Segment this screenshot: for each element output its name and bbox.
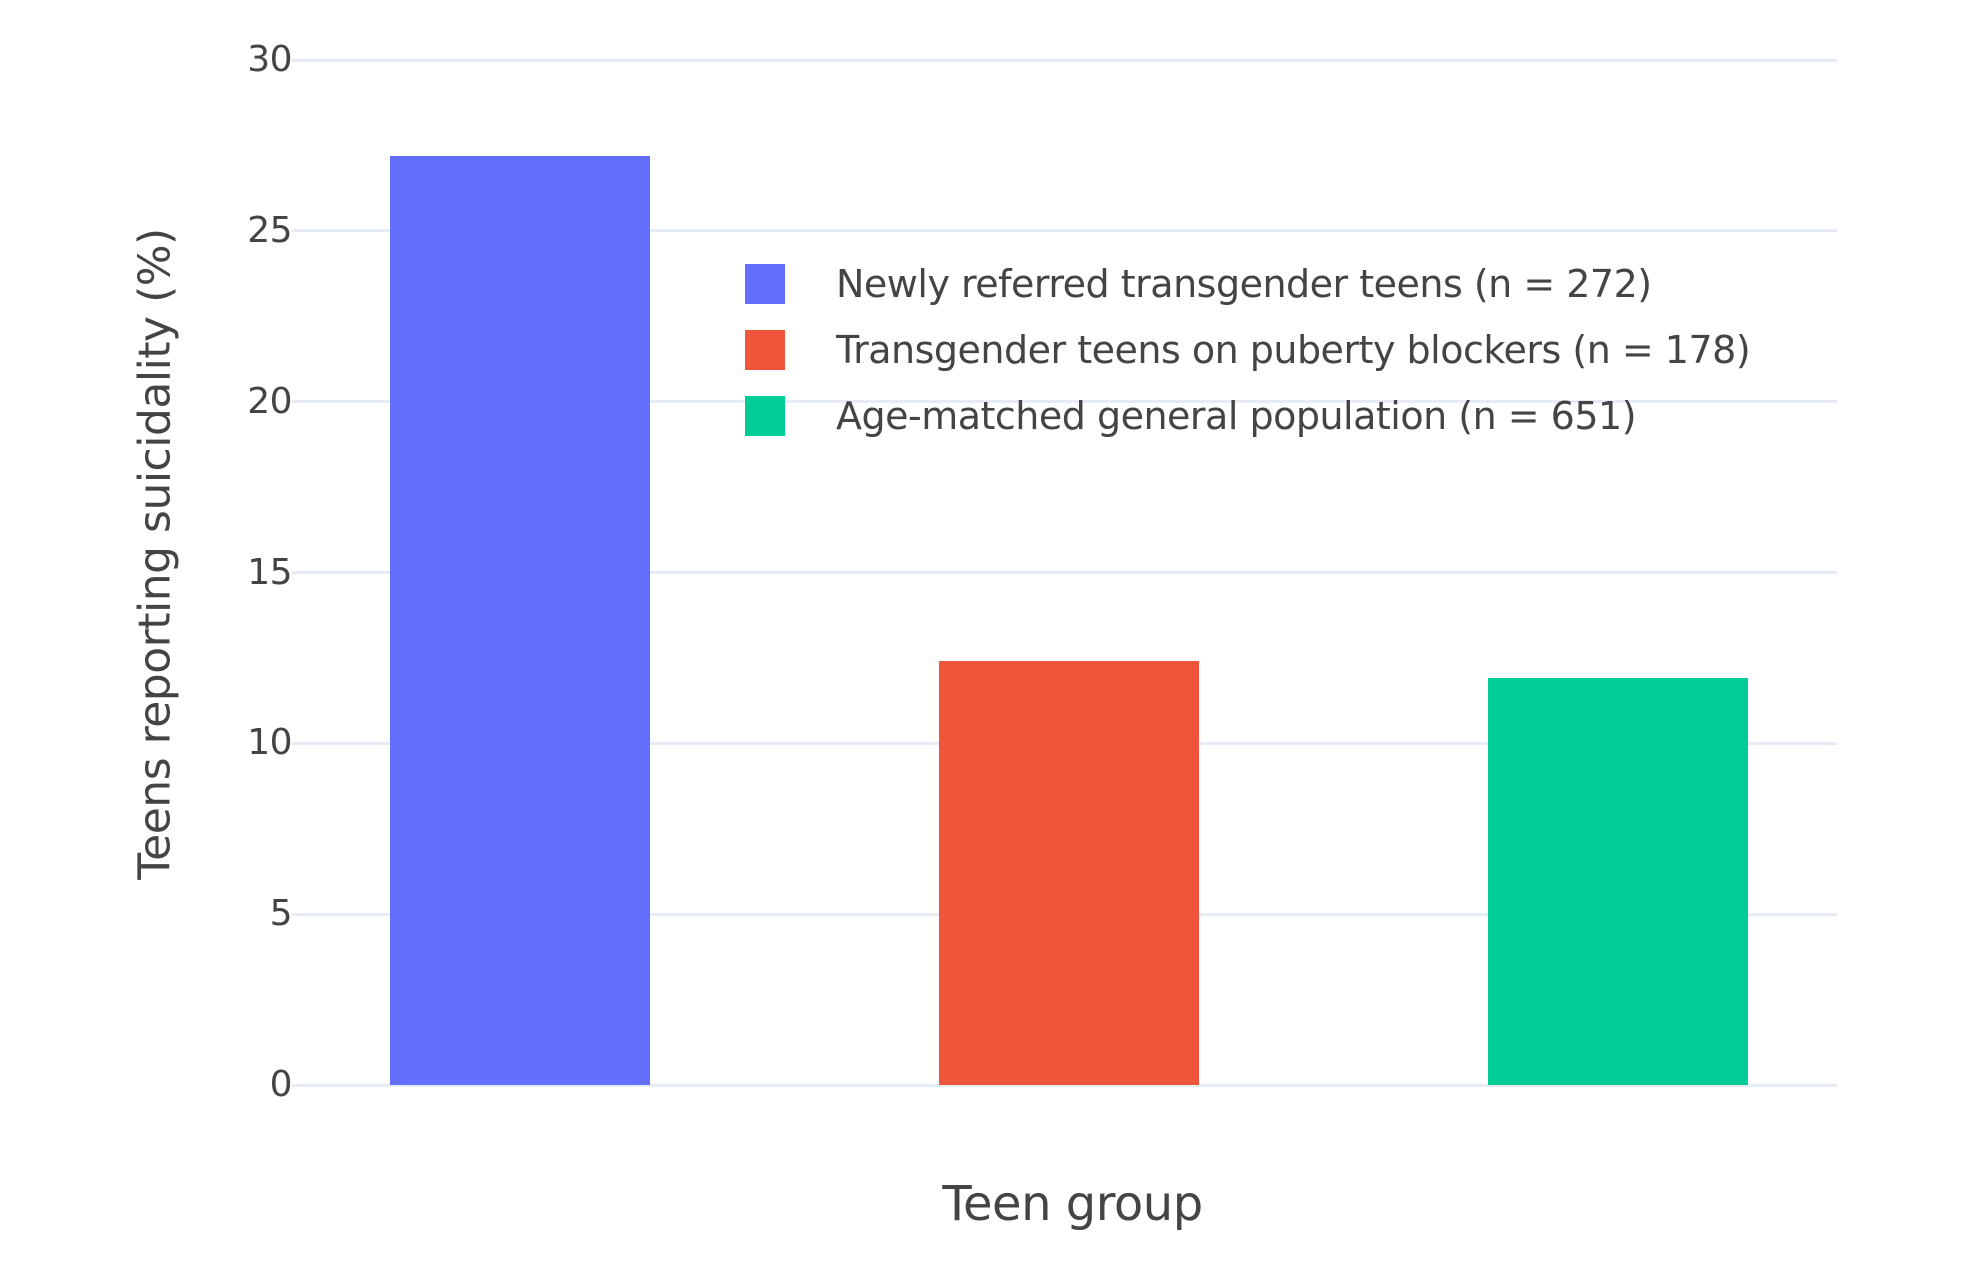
legend-swatch-icon bbox=[745, 330, 785, 370]
y-tick-label: 10 bbox=[247, 722, 292, 764]
y-tick-mark bbox=[292, 1083, 308, 1087]
legend-swatch-icon bbox=[745, 396, 785, 436]
legend-item-2[interactable]: Transgender teens on puberty blockers (n… bbox=[745, 328, 1751, 372]
bar-1[interactable] bbox=[389, 155, 650, 1085]
gridline bbox=[308, 400, 1837, 404]
legend-label: Newly referred transgender teens (n = 27… bbox=[836, 262, 1652, 306]
y-tick-mark bbox=[292, 571, 308, 574]
y-tick-mark bbox=[292, 741, 308, 745]
y-tick-mark bbox=[292, 58, 308, 62]
gridline bbox=[308, 229, 1837, 233]
legend-item-1[interactable]: Newly referred transgender teens (n = 27… bbox=[745, 263, 1750, 305]
gridline bbox=[308, 58, 1837, 62]
y-tick-label: 0 bbox=[269, 1064, 293, 1105]
legend-label: Transgender teens on puberty blockers (n… bbox=[836, 328, 1751, 372]
y-tick-label: 25 bbox=[247, 209, 292, 251]
bar-3[interactable] bbox=[1487, 678, 1748, 1085]
y-tick-mark bbox=[292, 912, 308, 916]
y-tick-label: 15 bbox=[247, 551, 292, 593]
legend-item-3[interactable]: Age-matched general population (n = 651) bbox=[745, 395, 1750, 437]
y-tick-mark bbox=[292, 229, 308, 233]
legend-swatch-icon bbox=[745, 264, 785, 304]
x-axis-zeroline bbox=[308, 1083, 1837, 1087]
y-tick-label: 30 bbox=[247, 39, 292, 80]
gridline bbox=[308, 571, 1837, 574]
bar-2[interactable] bbox=[938, 661, 1199, 1085]
y-tick-label: 5 bbox=[269, 893, 293, 935]
y-tick-label: 20 bbox=[247, 380, 292, 422]
x-axis-title: Teen group bbox=[942, 1176, 1203, 1232]
legend: Newly referred transgender teens (n = 27… bbox=[745, 263, 1751, 437]
y-tick-mark bbox=[292, 400, 308, 404]
legend-label: Age-matched general population (n = 651) bbox=[836, 394, 1637, 438]
